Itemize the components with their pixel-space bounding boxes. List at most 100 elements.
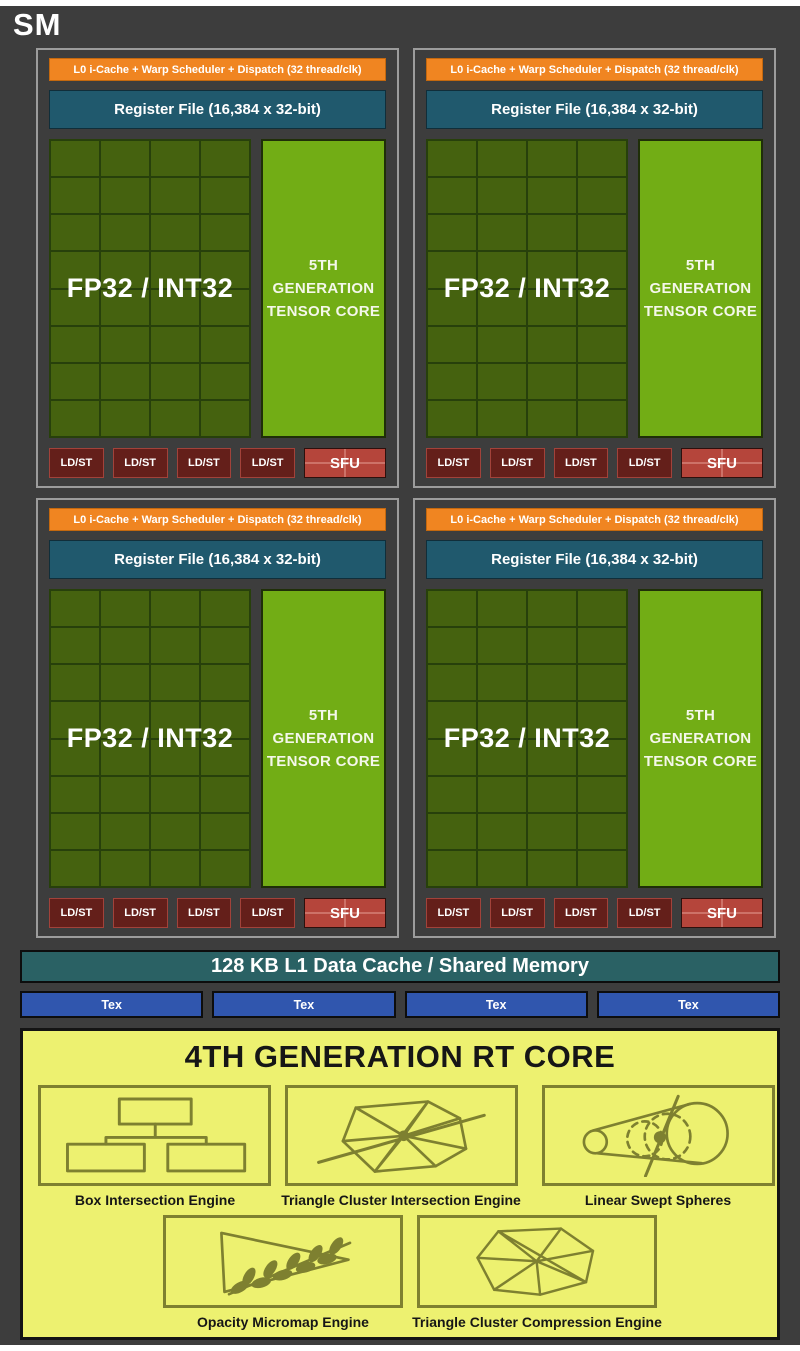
box-intersection-engine bbox=[38, 1085, 271, 1186]
fp32-core-cell bbox=[151, 326, 199, 362]
fp32-core-cell bbox=[101, 665, 149, 701]
engine-label: Triangle Cluster Intersection Engine bbox=[281, 1192, 521, 1208]
fp32-core-cell bbox=[51, 850, 99, 886]
fp32-core-cell bbox=[528, 252, 576, 288]
fp32-core-cell bbox=[528, 326, 576, 362]
warp-scheduler-bar: L0 i-Cache + Warp Scheduler + Dispatch (… bbox=[49, 508, 386, 531]
tensor-core-line: GENERATION bbox=[649, 729, 752, 747]
fp32-core-cell bbox=[428, 178, 476, 214]
fp32-int32-label: FP32 / INT32 bbox=[66, 273, 234, 303]
fp32-core-cell bbox=[51, 252, 99, 288]
fp32-core-cell bbox=[528, 215, 576, 251]
triangle-cluster-compression-engine-icon bbox=[476, 1227, 595, 1297]
ldst-sfu-row: LD/ST LD/ST LD/ST LD/ST SFU bbox=[49, 898, 386, 928]
fp32-core-cell bbox=[151, 252, 199, 288]
fp32-core-cell bbox=[578, 628, 626, 664]
ldst-unit: LD/ST bbox=[176, 898, 232, 928]
fp32-core-cell bbox=[51, 141, 99, 177]
ldst-unit: LD/ST bbox=[176, 448, 232, 478]
fp32-core-cell bbox=[201, 178, 249, 214]
fp32-core-cell bbox=[101, 739, 149, 775]
fp32-core-cell bbox=[101, 252, 149, 288]
opacity-micromap-engine-icon bbox=[220, 1231, 352, 1296]
triangle-cluster-compression-engine bbox=[417, 1215, 657, 1308]
fp32-core-cell bbox=[51, 628, 99, 664]
tensor-core-line: TENSOR CORE bbox=[266, 303, 381, 321]
fp32-core-cell bbox=[151, 850, 199, 886]
ldst-unit: LD/ST bbox=[553, 448, 609, 478]
core-row: FP32 / INT32 5TH GENERATION TENSOR CORE bbox=[49, 589, 386, 888]
core-row: FP32 / INT32 5TH GENERATION TENSOR CORE bbox=[426, 139, 763, 438]
fp32-core-cell bbox=[578, 141, 626, 177]
ldst-unit: LD/ST bbox=[240, 448, 295, 478]
fp32-core-cell bbox=[478, 326, 526, 362]
fp32-core-cell bbox=[428, 252, 476, 288]
fp32-core-cell bbox=[578, 591, 626, 627]
fp32-core-cell bbox=[428, 665, 476, 701]
fp32-core-cell bbox=[528, 702, 576, 738]
sm-partition: L0 i-Cache + Warp Scheduler + Dispatch (… bbox=[36, 498, 399, 938]
fp32-int32-label: FP32 / INT32 bbox=[443, 273, 611, 303]
fp32-core-cell bbox=[428, 813, 476, 849]
fp32-core-cell bbox=[578, 702, 626, 738]
ldst-unit: LD/ST bbox=[426, 448, 481, 478]
fp32-core-cell bbox=[51, 665, 99, 701]
fp32-core-cell bbox=[478, 739, 526, 775]
fp32-core-cell bbox=[151, 141, 199, 177]
tex-unit: Tex bbox=[596, 991, 780, 1018]
fp32-core-cell bbox=[101, 215, 149, 251]
sm-partition: L0 i-Cache + Warp Scheduler + Dispatch (… bbox=[413, 498, 776, 938]
rt-core-title: 4TH GENERATION RT CORE bbox=[184, 1039, 616, 1074]
tensor-core-line: 5TH bbox=[685, 706, 716, 724]
fp32-core-cell bbox=[201, 363, 249, 399]
fp32-core-cell bbox=[428, 739, 476, 775]
fp32-core-cell bbox=[151, 813, 199, 849]
box-intersection-engine-icon bbox=[66, 1097, 247, 1173]
register-file-bar: Register File (16,384 x 32-bit) bbox=[426, 90, 763, 129]
fp32-core-cell bbox=[428, 591, 476, 627]
engine-label: Linear Swept Spheres bbox=[584, 1192, 732, 1208]
fp32-core-cell bbox=[578, 665, 626, 701]
fp32-core-cell bbox=[528, 289, 576, 325]
fp32-core-cell bbox=[478, 363, 526, 399]
ldst-sfu-row: LD/ST LD/ST LD/ST LD/ST SFU bbox=[426, 898, 763, 928]
fp32-core-cell bbox=[151, 363, 199, 399]
fp32-core-cell bbox=[201, 141, 249, 177]
fp32-core-cell bbox=[51, 702, 99, 738]
fp32-core-cell bbox=[101, 813, 149, 849]
fp32-core-cell bbox=[528, 178, 576, 214]
fp32-core-cell bbox=[478, 400, 526, 436]
fp32-int32-block: FP32 / INT32 bbox=[49, 589, 251, 888]
fp32-core-cell bbox=[151, 665, 199, 701]
fp32-core-cell bbox=[151, 215, 199, 251]
fp32-core-grid bbox=[426, 139, 628, 438]
tex-row: Tex Tex Tex Tex bbox=[20, 991, 780, 1018]
sm-partition: L0 i-Cache + Warp Scheduler + Dispatch (… bbox=[36, 48, 399, 488]
fp32-core-cell bbox=[151, 400, 199, 436]
sfu-unit: SFU bbox=[304, 898, 386, 928]
fp32-core-cell bbox=[528, 776, 576, 812]
fp32-core-cell bbox=[201, 628, 249, 664]
sm-diagram: SM L0 i-Cache + Warp Scheduler + Dispatc… bbox=[0, 6, 800, 1345]
l1-data-cache-bar: 128 KB L1 Data Cache / Shared Memory bbox=[20, 950, 780, 983]
fp32-core-cell bbox=[101, 141, 149, 177]
ldst-unit: LD/ST bbox=[489, 898, 545, 928]
fp32-core-cell bbox=[428, 702, 476, 738]
fp32-core-cell bbox=[478, 628, 526, 664]
fp32-int32-block: FP32 / INT32 bbox=[426, 589, 628, 888]
sfu-unit: SFU bbox=[304, 448, 386, 478]
tensor-core-block: 5TH GENERATION TENSOR CORE bbox=[638, 139, 763, 438]
tensor-core-block: 5TH GENERATION TENSOR CORE bbox=[261, 139, 386, 438]
fp32-core-cell bbox=[201, 739, 249, 775]
fp32-core-cell bbox=[428, 289, 476, 325]
fp32-core-cell bbox=[478, 141, 526, 177]
fp32-core-cell bbox=[528, 813, 576, 849]
fp32-core-cell bbox=[201, 665, 249, 701]
fp32-int32-block: FP32 / INT32 bbox=[426, 139, 628, 438]
fp32-core-cell bbox=[101, 289, 149, 325]
fp32-core-cell bbox=[578, 776, 626, 812]
fp32-core-cell bbox=[201, 776, 249, 812]
fp32-core-cell bbox=[578, 400, 626, 436]
fp32-core-cell bbox=[428, 141, 476, 177]
fp32-core-cell bbox=[201, 289, 249, 325]
